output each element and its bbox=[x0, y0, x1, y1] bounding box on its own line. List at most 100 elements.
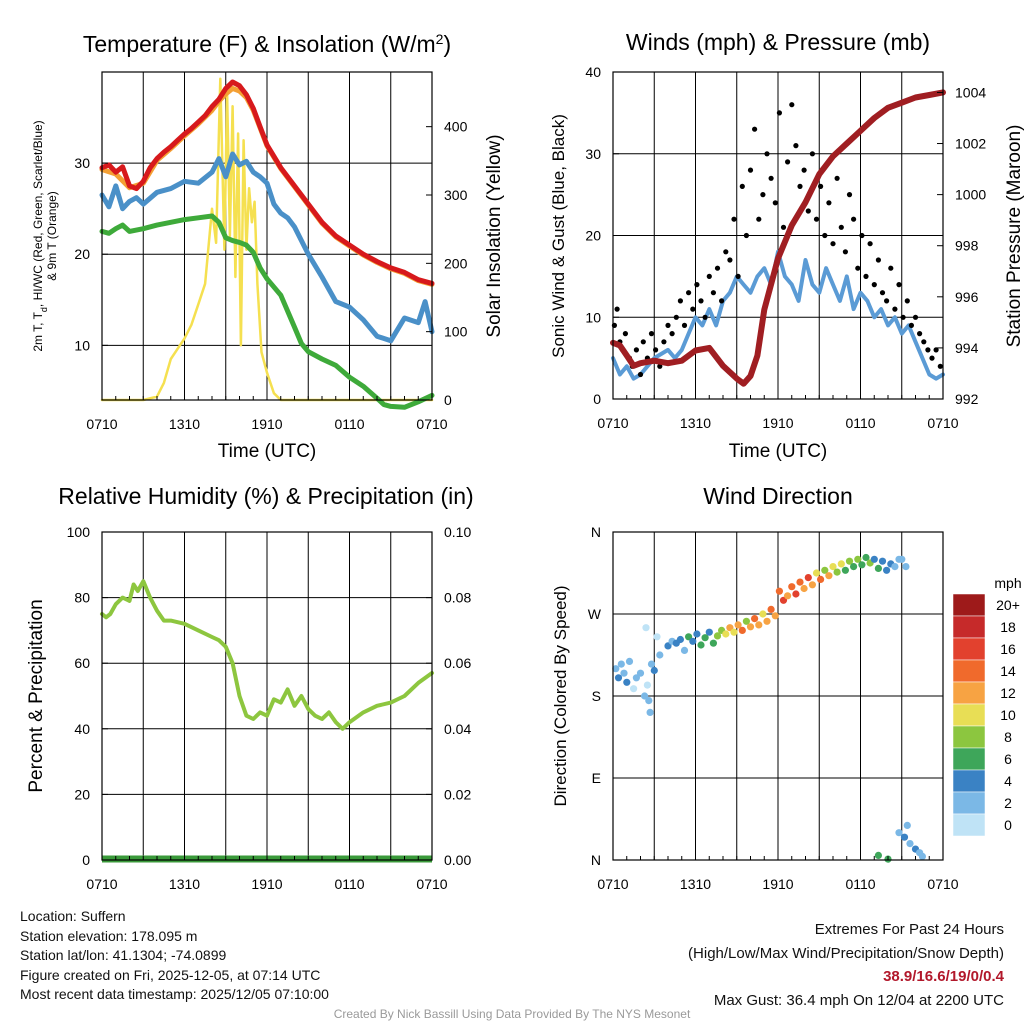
precipitation-ytick-label: 0.10 bbox=[444, 524, 471, 540]
speed-legend-swatch bbox=[952, 725, 986, 749]
wind-direction-point bbox=[898, 555, 906, 563]
pressure-ytick-label: 994 bbox=[955, 340, 979, 356]
wind-direction-point bbox=[643, 681, 652, 689]
speed-legend-swatch bbox=[952, 593, 986, 617]
gust-point bbox=[793, 143, 799, 149]
winds-xtick-label: 1310 bbox=[680, 415, 711, 431]
wind-direction-point bbox=[800, 584, 808, 593]
gust-point bbox=[669, 331, 675, 337]
gust-point bbox=[622, 331, 629, 337]
wind-direction-point bbox=[850, 563, 858, 571]
wind-direction-ylabel: Direction (Colored By Speed) bbox=[551, 585, 570, 806]
wind-direction-point bbox=[918, 852, 927, 861]
temperature-ytick-label: 10 bbox=[74, 337, 90, 353]
gust-point bbox=[710, 290, 717, 296]
humidity-xtick-label: 0710 bbox=[86, 876, 117, 892]
gust-point bbox=[921, 339, 927, 345]
wind-direction-point bbox=[900, 833, 909, 841]
gust-point bbox=[818, 183, 824, 189]
credit-line: Created By Nick Bassill Using Data Provi… bbox=[333, 1007, 691, 1021]
gust-point bbox=[727, 257, 733, 263]
gust-point bbox=[681, 322, 688, 328]
wind-direction-point bbox=[808, 581, 817, 589]
gust-point bbox=[879, 290, 886, 296]
wind-direction-ytick-label: E bbox=[592, 770, 601, 786]
humidity-xtick-label: 0710 bbox=[416, 876, 447, 892]
temperature-xtick-label: 1310 bbox=[169, 416, 200, 432]
gust-point bbox=[896, 282, 902, 288]
gust-point bbox=[937, 363, 943, 369]
speed-legend-label: 12 bbox=[1000, 685, 1016, 701]
pressure-line bbox=[610, 89, 946, 387]
wind-direction-point bbox=[825, 572, 833, 580]
wind-direction-point bbox=[625, 657, 634, 666]
humidity-ytick-label: 100 bbox=[67, 524, 91, 540]
station-info: Location: Suffern Station elevation: 178… bbox=[20, 907, 329, 1005]
wind-direction-point bbox=[689, 637, 697, 645]
winds-panel-title: Winds (mph) & Pressure (mb) bbox=[626, 29, 930, 55]
speed-legend-label: 18 bbox=[1000, 619, 1016, 635]
gust-point bbox=[801, 167, 807, 173]
wind-direction-point bbox=[767, 605, 775, 614]
gust-point bbox=[698, 298, 704, 304]
speed-legend-swatch bbox=[952, 769, 986, 793]
speed-legend-label: 8 bbox=[1004, 729, 1012, 745]
wind-direction-point bbox=[664, 642, 672, 650]
gust-point bbox=[756, 216, 762, 222]
wind-direction-point bbox=[697, 641, 705, 649]
wind-direction-point bbox=[650, 666, 658, 675]
wind-direction-point bbox=[653, 633, 661, 641]
temperature-xtick-label: 1910 bbox=[251, 416, 282, 432]
speed-legend-swatch bbox=[952, 659, 986, 683]
gust-point bbox=[822, 232, 828, 239]
humidity-panel: Relative Humidity (%) & Precipitation (i… bbox=[26, 483, 474, 892]
wind-direction-point bbox=[796, 578, 804, 586]
gust-point bbox=[780, 224, 787, 230]
winds-ytick-label: 20 bbox=[585, 228, 601, 244]
dewpoint-line bbox=[99, 213, 435, 410]
gust-point bbox=[690, 306, 696, 312]
speed-legend-label: 4 bbox=[1004, 773, 1012, 789]
speed-legend-swatch bbox=[952, 703, 986, 727]
gust-point bbox=[739, 183, 745, 189]
humidity-xtick-label: 0110 bbox=[334, 876, 364, 892]
speed-legend-label: 14 bbox=[1000, 663, 1016, 679]
wind-direction-point bbox=[895, 829, 903, 837]
wind-direction-point bbox=[751, 615, 759, 623]
gust-point bbox=[719, 298, 725, 304]
gust-point bbox=[731, 216, 737, 222]
wind-direction-point bbox=[821, 566, 829, 574]
winds-ytick-label: 0 bbox=[593, 391, 601, 407]
wind-direction-point bbox=[902, 563, 910, 571]
speed-legend-label: 6 bbox=[1004, 751, 1012, 767]
wind-direction-point bbox=[636, 669, 645, 677]
wind-direction-point bbox=[709, 639, 718, 647]
gust-point bbox=[797, 183, 803, 189]
gust-point bbox=[842, 249, 849, 255]
gust-point bbox=[855, 265, 861, 271]
wind-direction-point bbox=[746, 623, 755, 631]
wind-direction-point bbox=[788, 583, 796, 591]
gust-point bbox=[838, 224, 844, 230]
temperature-xtick-label: 0710 bbox=[416, 416, 447, 432]
pressure-ytick-label: 1004 bbox=[955, 84, 986, 100]
wind-direction-point bbox=[680, 646, 689, 655]
wind-direction-point bbox=[738, 626, 746, 635]
gust-point bbox=[640, 339, 646, 345]
gust-point bbox=[614, 306, 620, 312]
wind-direction-panel-title: Wind Direction bbox=[703, 483, 853, 509]
temperature-line bbox=[99, 79, 435, 286]
winds-xtick-label: 0710 bbox=[927, 415, 958, 431]
gust-point bbox=[884, 298, 890, 304]
wind-direction-point bbox=[730, 628, 738, 636]
wind-direction-point bbox=[693, 630, 701, 638]
figure-created: Figure created on Fri, 2025-12-05, at 07… bbox=[20, 966, 321, 983]
pressure-ytick-label: 992 bbox=[955, 391, 979, 407]
gust-point bbox=[925, 347, 931, 353]
precipitation-ytick-label: 0.02 bbox=[444, 786, 471, 802]
wind-direction-point bbox=[713, 632, 722, 640]
wind-direction-point bbox=[829, 563, 837, 571]
gust-point bbox=[637, 371, 644, 378]
winds-xlabel: Time (UTC) bbox=[729, 441, 828, 462]
wind-direction-point bbox=[775, 587, 784, 595]
